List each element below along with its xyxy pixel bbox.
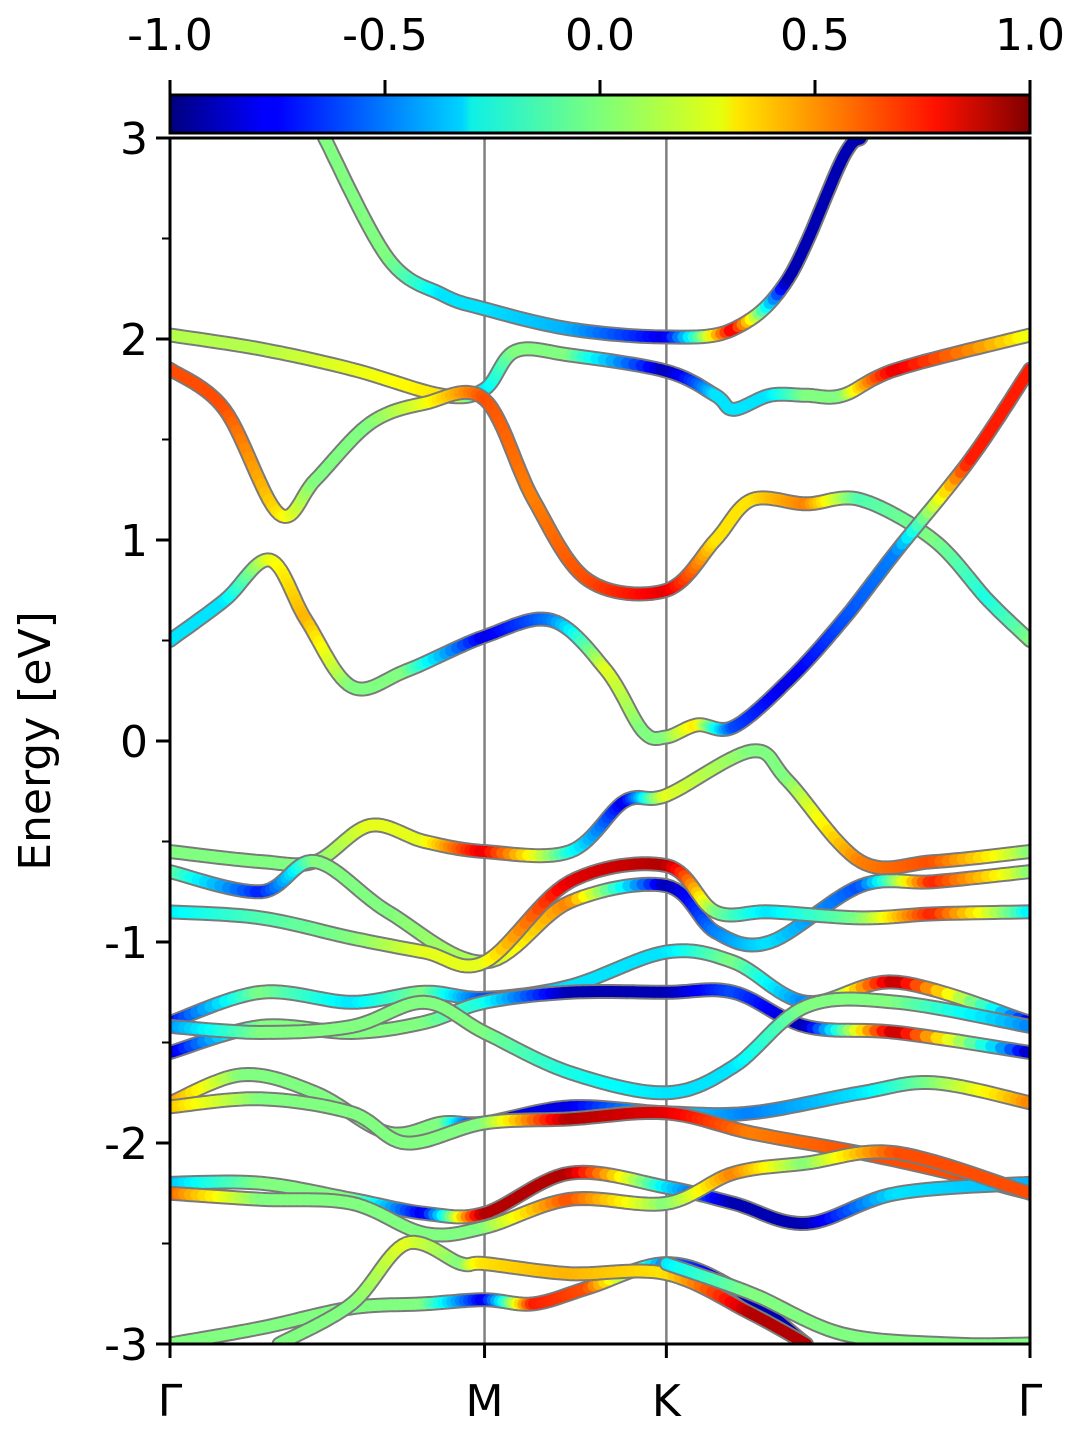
band-series xyxy=(170,856,1030,974)
colorbar-tick-label: -1.0 xyxy=(127,10,213,61)
colorbar: -1.0 -0.5 0.0 0.5 1.0 xyxy=(127,10,1065,135)
band-series xyxy=(317,138,869,345)
colorbar-tick-label: -0.5 xyxy=(342,10,428,61)
y-tick-label: -2 xyxy=(104,1119,148,1170)
k-point-label: Γ xyxy=(1018,1376,1043,1427)
band-lines xyxy=(170,138,1030,1344)
colorbar-gradient xyxy=(168,93,1032,135)
band-series xyxy=(170,361,1030,746)
band-series xyxy=(170,991,1030,1101)
k-point-label: K xyxy=(652,1376,682,1427)
y-tick-label: 1 xyxy=(120,516,148,567)
k-point-label: M xyxy=(466,1376,504,1427)
colorbar-tick-label: 1.0 xyxy=(995,10,1065,61)
y-tick-label: 3 xyxy=(120,114,148,165)
k-point-label: Γ xyxy=(158,1376,183,1427)
band-series xyxy=(170,327,1030,417)
y-tick-label: 2 xyxy=(120,315,148,366)
y-tick-label: -1 xyxy=(104,918,148,969)
band-series xyxy=(170,361,1030,648)
band-series xyxy=(170,853,1030,970)
y-axis-label: Energy [eV] xyxy=(10,611,61,871)
colorbar-ticks: -1.0 -0.5 0.0 0.5 1.0 xyxy=(127,10,1065,95)
colorbar-tick-label: 0.0 xyxy=(565,10,635,61)
y-axis-ticks: -3 -2 -1 0 1 2 3 xyxy=(104,114,170,1371)
y-tick-label: -3 xyxy=(104,1320,148,1371)
y-tick-label: 0 xyxy=(120,717,148,768)
plot-area: -3 -2 -1 0 1 2 3 Γ M K Γ xyxy=(104,114,1043,1427)
band-series xyxy=(170,1144,1030,1243)
band-series xyxy=(658,1256,1030,1344)
colorbar-tick-label: 0.5 xyxy=(780,10,850,61)
